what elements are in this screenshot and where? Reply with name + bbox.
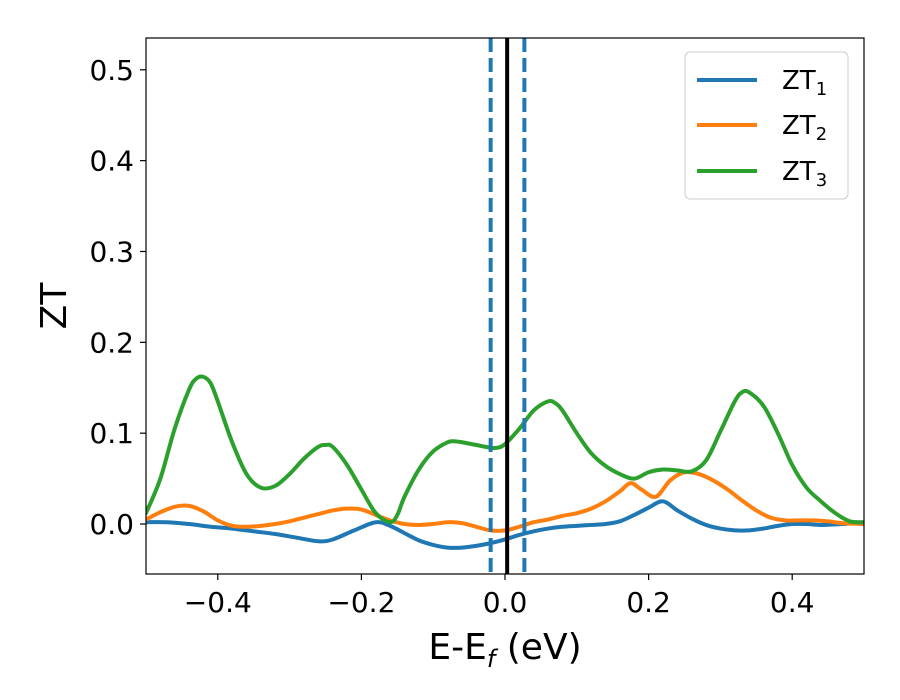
y-tick-label: 0.2	[89, 326, 134, 359]
y-tick-label: 0.1	[89, 417, 134, 450]
y-tick-label: 0.0	[89, 508, 134, 541]
x-tick-label: −0.2	[327, 586, 395, 619]
legend-label-zt2: ZT2	[782, 111, 827, 145]
series-line-zt2	[146, 469, 864, 533]
y-tick-label: 0.5	[89, 54, 134, 87]
series-line-zt1	[146, 499, 864, 550]
legend-box	[684, 51, 849, 200]
x-tick-label: 0.2	[626, 586, 671, 619]
x-axis-title-suffix: (eV)	[495, 627, 581, 668]
x-tick-label: −0.4	[184, 586, 252, 619]
x-axis-title: E-Ef (eV)	[428, 627, 581, 673]
y-tick-label: 0.4	[89, 145, 134, 178]
legend: ZT1 ZT2 ZT3	[684, 51, 849, 200]
y-axis-title: ZT	[34, 282, 75, 330]
x-tick-label: 0.0	[483, 586, 528, 619]
legend-label-zt3: ZT3	[782, 157, 827, 191]
legend-label-zt1: ZT1	[782, 66, 827, 100]
y-tick-label: 0.3	[89, 235, 134, 268]
axis-ticks: −0.4 −0.2 0.0 0.2 0.4 0.0 0.1 0.2 0.3 0.4 0.5	[89, 54, 814, 619]
reference-lines	[488, 38, 527, 574]
x-axis-title-main: E-E	[428, 627, 486, 668]
x-tick-label: 0.4	[770, 586, 815, 619]
